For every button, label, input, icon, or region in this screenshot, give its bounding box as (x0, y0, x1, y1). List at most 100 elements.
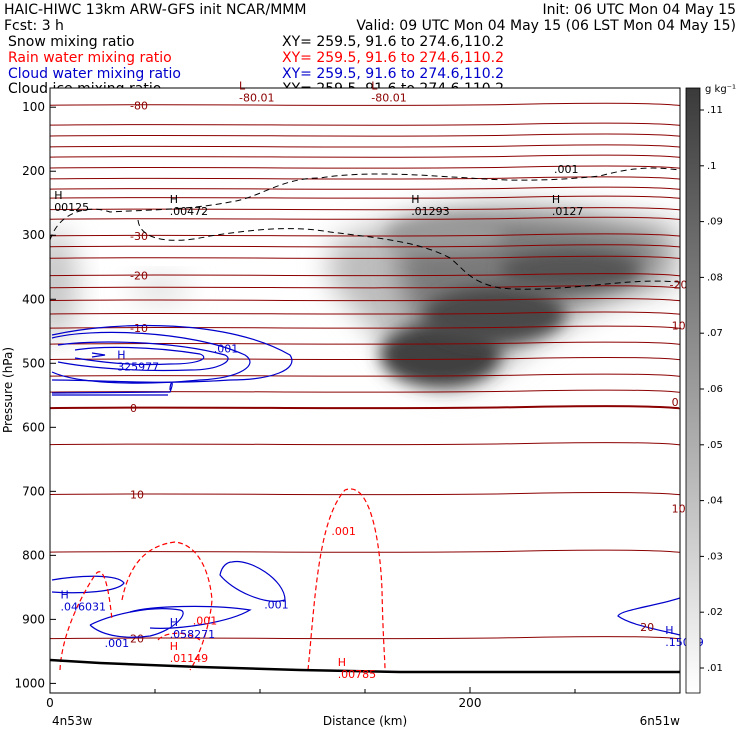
x-tick-label: 0 (46, 696, 54, 710)
isotherm (50, 216, 680, 220)
isotherm-label: 20 (130, 633, 144, 646)
header: HAIC-HIWC 13km ARW-GFS init NCAR/MMM Ini… (4, 2, 736, 97)
y-tick-label: 400 (22, 292, 45, 306)
isotherm (50, 102, 680, 106)
isotherm (50, 341, 680, 345)
extremum-value: .00785 (338, 668, 377, 681)
extremum-marker: L (239, 80, 246, 93)
isotherm (50, 255, 680, 259)
left-endpoint: 4n53w (52, 714, 93, 728)
isotherm (50, 133, 680, 137)
extremum-marker: H (170, 193, 178, 206)
isotherm (50, 186, 680, 190)
y-tick-label: 800 (22, 548, 45, 562)
y-axis-label: Pressure (hPa) (1, 347, 15, 433)
cloud-ice-shading (50, 206, 680, 388)
isotherm-label: -30 (130, 230, 148, 243)
colorbar-tick-label: .1 (707, 161, 717, 172)
colorbar-tick-label: .01 (707, 663, 723, 674)
isotherm (50, 356, 680, 361)
contour-label: 10 (672, 502, 686, 515)
y-axis: 100 200 300 400 500 600 700 800 900 1000 (14, 100, 56, 690)
isotherm (50, 492, 680, 496)
contour-label: .001 (331, 525, 356, 538)
isotherm (50, 285, 680, 289)
y-tick-label: 300 (22, 228, 45, 242)
isotherm (50, 549, 680, 553)
isotherm (50, 165, 680, 169)
header-title: HAIC-HIWC 13km ARW-GFS init NCAR/MMM (4, 2, 306, 18)
legend-snow-xy: XY= 259.5, 91.6 to 274.6,110.2 (282, 34, 504, 50)
extremum-value: .046031 (61, 601, 107, 614)
isotherm (50, 373, 680, 377)
header-valid: Valid: 09 UTC Mon 04 May 15 (06 LST Mon … (356, 18, 736, 34)
legend-rain-xy: XY= 259.5, 91.6 to 274.6,110.2 (282, 50, 504, 66)
y-tick-label: 700 (22, 484, 45, 498)
contour-label: 20 (640, 621, 654, 634)
colorbar-tick-label: .06 (707, 384, 723, 395)
isotherm (50, 122, 680, 126)
isotherm-label: -20 (130, 270, 148, 283)
colorbar-unit: g kg⁻¹ (705, 84, 736, 95)
isotherm (50, 154, 680, 158)
extremum-marker: H (170, 640, 178, 653)
x-tick-label: 200 (459, 696, 482, 710)
cloud-water-contours (51, 324, 680, 638)
legend-cloud-water-xy: XY= 259.5, 91.6 to 274.6,110.2 (282, 66, 504, 82)
extremum-marker: H (411, 193, 419, 206)
colorbar-tick-label: .03 (707, 551, 723, 562)
snow-contour (50, 167, 680, 241)
x-axis-label: Distance (km) (323, 714, 407, 728)
isotherm (50, 325, 680, 329)
contour-label: 10 (672, 319, 686, 332)
legend-cloud-water: Cloud water mixing ratio (8, 66, 181, 82)
legend-snow: Snow mixing ratio (8, 34, 134, 50)
contour-label: .001 (264, 598, 289, 611)
extremum-marker: H (170, 616, 178, 629)
contour-label: -20 (670, 278, 688, 291)
isotherm (50, 311, 680, 315)
y-tick-label: 500 (22, 356, 45, 370)
colorbar-tick-label: .07 (707, 328, 723, 339)
extremum-value: 325977 (117, 360, 159, 373)
extremum-marker: H (61, 589, 69, 602)
isotherm-label: 10 (130, 489, 144, 502)
extremum-marker: H (665, 624, 673, 637)
contour-label: .001 (214, 342, 239, 355)
y-tick-label: 1000 (14, 676, 45, 690)
colorbar: .01 .02 .03 .04 .05 .06 .07 .08 .09 .1 .11 g kg⁻¹ (685, 84, 736, 694)
isotherm (50, 244, 680, 248)
extremum-value: .00472 (170, 205, 209, 218)
y-tick-label: 600 (22, 420, 45, 434)
isotherm (50, 273, 680, 277)
isotherm-label: 0 (130, 402, 137, 415)
x-axis: 0 200 (46, 687, 576, 710)
isotherm (50, 176, 680, 180)
colorbar-tick-label: .02 (707, 607, 723, 618)
colorbar-tick-label: .09 (707, 217, 723, 228)
y-tick-label: 100 (22, 100, 45, 114)
header-init: Init: 06 UTC Mon 04 May 15 (543, 2, 736, 18)
extremum-value: .01149 (170, 652, 209, 665)
contour-label: .001 (193, 614, 218, 627)
extremum-value: .01293 (411, 205, 450, 218)
isotherm (50, 636, 680, 640)
extremum-marker: H (338, 656, 346, 669)
isotherm (50, 298, 680, 302)
isotherm (50, 405, 680, 410)
contour-label: 0 (672, 396, 679, 409)
colorbar-tick-label: .05 (707, 440, 723, 451)
y-tick-label: 900 (22, 612, 45, 626)
colorbar-tick-label: .08 (707, 272, 723, 283)
isotherm (50, 233, 680, 237)
snow-contour-lower (137, 219, 680, 290)
extremum-value: 00125 (54, 201, 89, 214)
rain-contours (59, 488, 386, 671)
extremum-marker: H (552, 193, 560, 206)
header-forecast: Fcst: 3 h (4, 18, 64, 34)
contour-label: .001 (105, 637, 130, 650)
terrain-line (50, 658, 680, 674)
extremum-marker: L (371, 80, 378, 93)
